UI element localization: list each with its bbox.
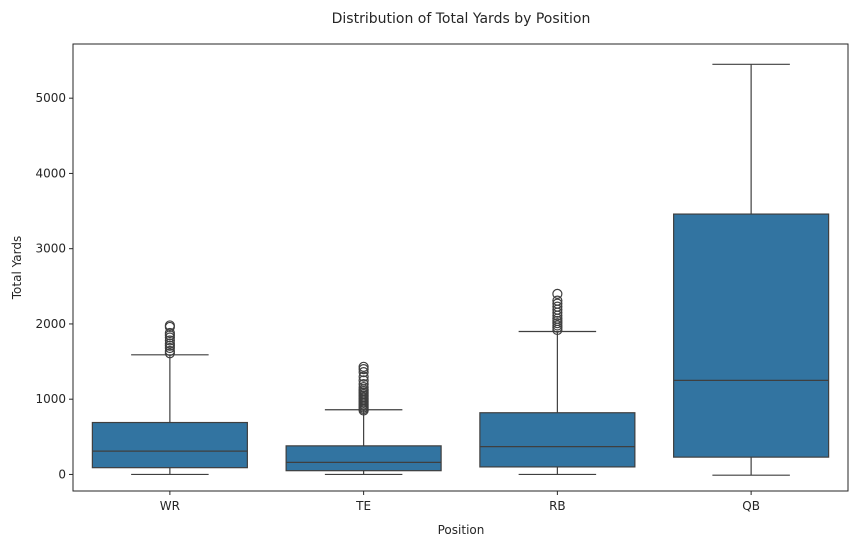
plot-frame xyxy=(72,43,849,492)
iqr-box xyxy=(479,412,636,468)
box-rb xyxy=(479,288,636,476)
x-tick-label: WR xyxy=(160,499,180,513)
plot-area xyxy=(91,63,830,476)
chart-title: Distribution of Total Yards by Position xyxy=(332,11,591,27)
outlier-point xyxy=(358,361,369,372)
outlier-point xyxy=(164,320,175,331)
iqr-box xyxy=(91,421,248,469)
outlier-point xyxy=(164,338,175,349)
y-axis-label: Total Yards xyxy=(10,236,24,300)
x-tick-label: TE xyxy=(355,499,371,513)
outlier-point xyxy=(552,288,563,299)
x-axis: WR TE RB QB xyxy=(160,491,760,513)
box-qb xyxy=(673,63,830,476)
y-tick-label: 5000 xyxy=(35,91,66,105)
outlier-point xyxy=(552,301,563,312)
iqr-box xyxy=(285,445,442,472)
x-tick-label: RB xyxy=(549,499,566,513)
outlier-point xyxy=(164,345,175,357)
outlier-point xyxy=(358,375,369,386)
outlier-point xyxy=(358,382,369,393)
iqr-box xyxy=(673,213,830,458)
x-tick-label: QB xyxy=(742,499,760,513)
outlier-point xyxy=(164,330,175,341)
outlier-point xyxy=(552,295,563,306)
y-axis: 0 1000 2000 3000 4000 5000 xyxy=(35,91,73,481)
y-tick-label: 1000 xyxy=(35,392,66,406)
outlier-point xyxy=(358,367,369,378)
x-axis-label: Position xyxy=(438,523,485,537)
y-tick-label: 2000 xyxy=(35,317,66,331)
outlier-point xyxy=(358,379,369,390)
outlier-point xyxy=(358,371,369,382)
outlier-point xyxy=(164,327,175,339)
box-wr xyxy=(91,320,248,476)
y-tick-label: 4000 xyxy=(35,166,66,180)
outlier-point xyxy=(552,298,563,309)
box-te xyxy=(285,361,442,476)
y-tick-label: 0 xyxy=(58,467,66,481)
outlier-point xyxy=(164,335,175,346)
y-tick-label: 3000 xyxy=(35,242,66,256)
